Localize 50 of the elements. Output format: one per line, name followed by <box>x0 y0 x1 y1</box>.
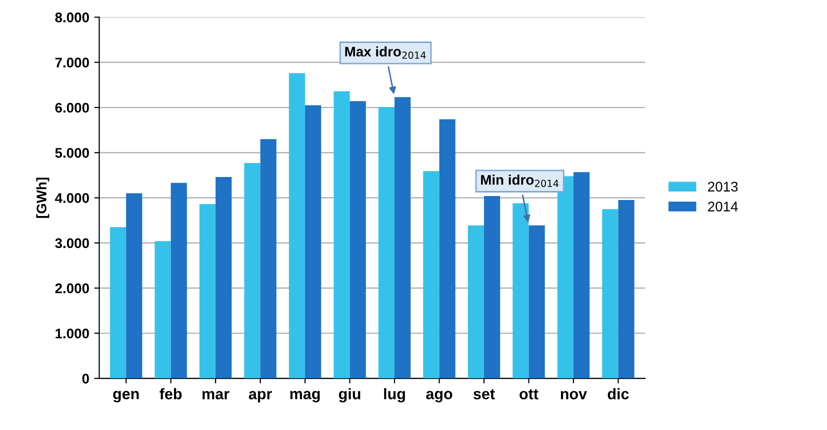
bar <box>110 227 126 378</box>
bar <box>170 182 187 378</box>
legend-label: 2013 <box>708 182 738 192</box>
bar <box>484 196 500 378</box>
bar <box>154 241 171 378</box>
y-tick-label: 7.000 <box>55 58 89 68</box>
bar <box>618 200 634 378</box>
y-tick-label: 3.000 <box>55 238 89 248</box>
y-tick-label: 4.000 <box>54 193 89 203</box>
y-tick-label: 0 <box>82 374 89 384</box>
y-tick-label: 5.000 <box>55 148 89 158</box>
y-tick-label: 8.000 <box>55 12 89 22</box>
x-tick-label: mag <box>290 390 320 402</box>
x-tick-label: giu <box>338 388 360 402</box>
bar <box>350 101 366 378</box>
legend-label: 2014 <box>708 202 738 212</box>
bar <box>334 91 350 378</box>
x-tick-label: dic <box>608 388 629 400</box>
x-tick-label: ago <box>426 390 452 402</box>
bar <box>439 119 456 378</box>
y-axis-title: [GWh] <box>36 178 50 218</box>
x-tick-label: apr <box>248 390 272 402</box>
x-tick-label: ott <box>520 389 538 400</box>
bar <box>199 204 216 378</box>
bar <box>288 73 306 378</box>
x-tick-label: gen <box>113 390 139 402</box>
bar <box>512 203 529 378</box>
bar <box>573 172 590 378</box>
x-tick-label: mar <box>202 390 230 400</box>
x-tick-label: lug <box>384 388 405 402</box>
bar <box>468 225 484 378</box>
bar <box>528 225 545 378</box>
annotation: Max idro$_{2014}$ <box>345 46 426 59</box>
x-tick-label: feb <box>160 388 182 400</box>
bar <box>260 139 276 378</box>
bar <box>216 177 232 378</box>
bar <box>394 97 411 378</box>
x-tick-label: nov <box>560 390 587 400</box>
bar <box>244 163 260 378</box>
y-tick-label: 6.000 <box>55 102 89 113</box>
y-tick-label: 1.000 <box>56 328 89 338</box>
bar <box>378 107 395 378</box>
bar <box>423 171 440 378</box>
x-tick-label: set <box>473 389 495 400</box>
annotation: Min idro$_{2014}$ <box>481 174 558 188</box>
bar <box>126 193 142 378</box>
bar <box>305 105 322 378</box>
bar <box>557 176 574 378</box>
bar <box>602 209 618 378</box>
y-tick-label: 2.000 <box>55 283 89 294</box>
